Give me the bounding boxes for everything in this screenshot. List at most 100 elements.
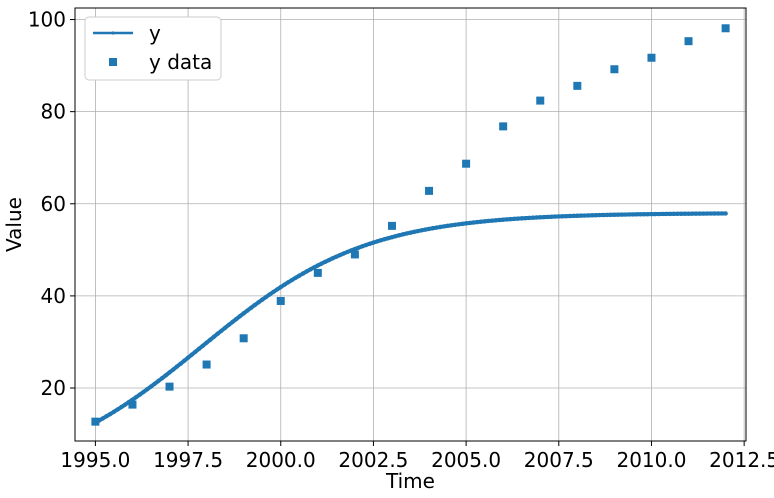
series-y-marker xyxy=(323,259,328,264)
series-y-data-point xyxy=(684,37,693,46)
series-y-marker xyxy=(660,211,665,217)
series-y-marker xyxy=(360,244,365,249)
plot-frame xyxy=(74,7,747,442)
series-y-marker xyxy=(152,381,157,386)
series-y-marker xyxy=(208,337,213,342)
series-y-marker xyxy=(415,228,421,234)
series-y-marker xyxy=(456,222,461,227)
series-y-data-point xyxy=(647,53,656,62)
x-tick-label: 2010.0 xyxy=(616,448,686,472)
series-y-data-point xyxy=(462,159,471,168)
series-y-marker xyxy=(308,267,313,272)
series-y-marker xyxy=(589,213,595,218)
series-y-marker xyxy=(560,214,565,219)
y-tick-label: 100 xyxy=(28,8,66,32)
x-axis-title: Time xyxy=(385,469,435,493)
series-y-marker xyxy=(363,242,369,248)
series-y-marker xyxy=(571,213,576,219)
series-y-marker xyxy=(400,232,406,237)
series-y-marker xyxy=(460,221,465,227)
series-y-data-point xyxy=(721,24,730,33)
series-y-marker xyxy=(100,416,106,421)
series-y-marker xyxy=(667,211,673,217)
series-y-marker xyxy=(200,343,206,348)
series-y-marker xyxy=(701,211,706,216)
series-y-data-point xyxy=(350,250,359,259)
series-y-marker xyxy=(682,211,688,216)
series-y-data-point xyxy=(313,268,322,277)
series-y-marker xyxy=(486,218,491,224)
series-y-marker xyxy=(452,222,458,227)
series-y-marker xyxy=(319,261,324,266)
series-y-marker xyxy=(593,213,599,218)
y-axis-title: Value xyxy=(2,197,26,252)
series-y-marker xyxy=(156,378,161,384)
series-y-marker xyxy=(304,269,309,274)
series-y-marker xyxy=(326,257,332,263)
series-y-marker xyxy=(330,256,335,261)
series-y-marker xyxy=(615,212,621,217)
series-y-marker xyxy=(441,224,447,229)
series-y-marker xyxy=(148,384,154,389)
series-y-marker xyxy=(652,211,658,217)
legend-line-marker xyxy=(111,31,115,35)
series-y-data-point xyxy=(425,186,434,195)
series-y-marker xyxy=(545,214,550,220)
x-tick-label: 2000.0 xyxy=(246,448,316,472)
series-y-marker xyxy=(538,215,543,220)
series-y-marker xyxy=(697,211,702,216)
x-tick-label: 2007.5 xyxy=(524,448,594,472)
series-y-marker xyxy=(463,221,469,226)
series-y-marker xyxy=(449,223,454,228)
series-y-marker xyxy=(300,271,306,276)
series-y-marker xyxy=(178,361,183,366)
x-tick-label: 1997.5 xyxy=(153,448,223,472)
series-y-marker xyxy=(122,402,128,407)
series-y-marker xyxy=(371,240,376,245)
series-y-data-point xyxy=(499,122,508,131)
series-y-marker xyxy=(704,211,710,216)
series-y-marker xyxy=(119,404,124,410)
series-y-marker xyxy=(163,373,169,378)
series-y-marker xyxy=(664,211,669,217)
series-y-marker xyxy=(111,409,117,414)
y-tick-label: 60 xyxy=(41,192,66,216)
series-y-marker xyxy=(693,211,699,216)
series-y-marker xyxy=(267,292,272,297)
series-y-marker xyxy=(423,227,428,232)
series-y-marker xyxy=(471,220,476,225)
legend-label-y-data: y data xyxy=(149,50,212,74)
series-y-marker xyxy=(645,211,650,217)
series-y-marker xyxy=(374,239,380,244)
series-y-data-point xyxy=(610,65,619,74)
series-y-marker xyxy=(256,300,261,305)
series-y-marker xyxy=(297,273,302,278)
series-y-marker xyxy=(108,411,113,417)
series-y-marker xyxy=(567,213,573,219)
y-tick-label: 40 xyxy=(41,284,66,308)
series-y-marker xyxy=(675,211,680,217)
series-y-marker xyxy=(174,364,180,369)
series-y-data-point xyxy=(91,417,100,426)
series-y-marker xyxy=(215,331,220,336)
series-y-marker xyxy=(523,215,528,221)
series-y-marker xyxy=(222,325,228,330)
series-y-marker xyxy=(434,225,439,230)
series-y-marker xyxy=(352,246,358,252)
series-y-marker xyxy=(552,214,558,219)
series-y-marker xyxy=(541,214,547,220)
series-y-marker xyxy=(141,389,146,395)
series-y-marker xyxy=(293,275,298,281)
y-tick-label: 20 xyxy=(41,376,66,400)
series-y-marker xyxy=(627,212,632,217)
series-y-marker xyxy=(578,213,584,218)
series-y-marker xyxy=(597,212,602,218)
series-y-marker xyxy=(315,263,321,268)
series-y-marker xyxy=(478,219,484,224)
series-y-marker xyxy=(601,212,606,218)
series-y-marker xyxy=(519,216,524,221)
series-y-marker xyxy=(345,249,350,255)
series-y-marker xyxy=(389,234,395,240)
series-y-marker xyxy=(582,213,587,218)
